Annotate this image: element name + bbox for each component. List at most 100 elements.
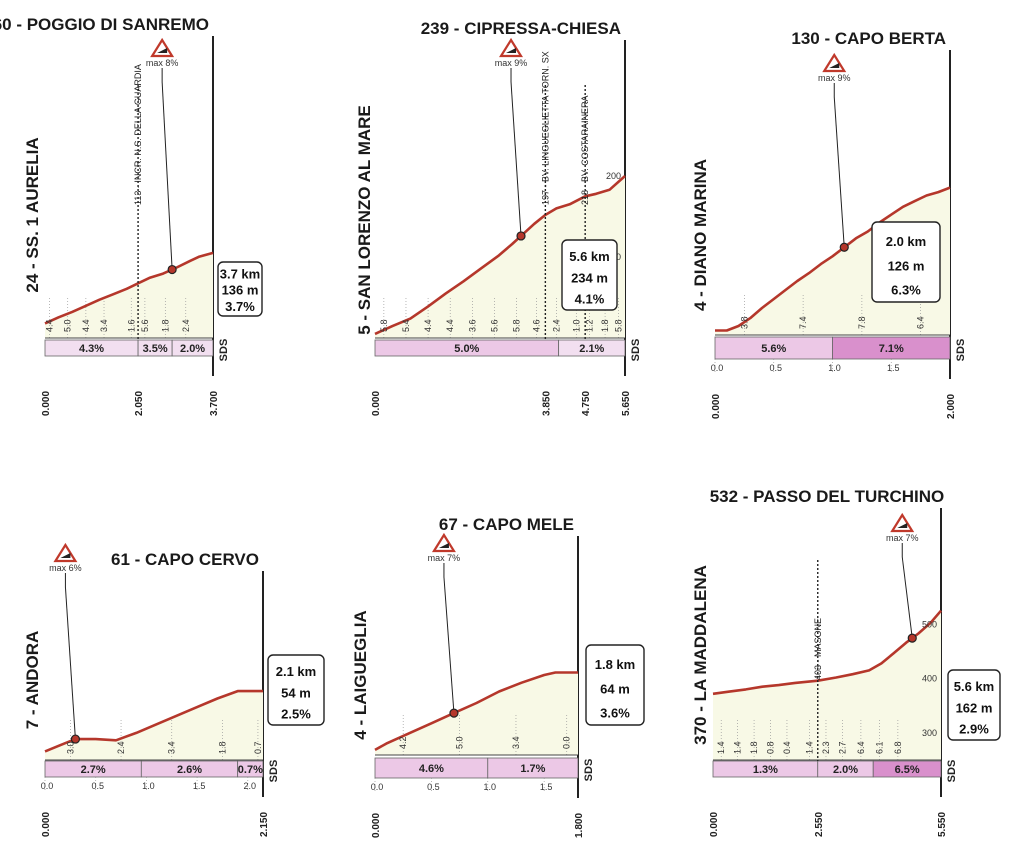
sds-logo: SDS <box>630 339 642 362</box>
info-elevation: 162 m <box>956 700 993 715</box>
elevation-label: 500 <box>922 619 937 629</box>
gradient-label: 4.2 <box>398 736 408 749</box>
chart-title: 130 - CAPO BERTA <box>791 29 946 48</box>
climb-chart-6: 532 - PASSO DEL TURCHINO 500 400 300 1.4 1.4 1… <box>691 487 1001 837</box>
subtick-label: 1.0 <box>142 781 155 791</box>
gradient-label: 6.4 <box>856 741 866 754</box>
elevation-label: 200 <box>606 171 621 181</box>
start-label: 7 - ANDORA <box>23 631 42 730</box>
subtick-label: 1.5 <box>540 782 553 792</box>
info-length: 2.1 km <box>276 664 316 679</box>
gradient-label: 5.0 <box>63 319 73 332</box>
climb-chart-5: 67 - CAPO MELE 4.2 5.0 3.4 0.0 4.6% 1.7% 0.0 0.5… <box>351 515 645 838</box>
gradient-label: 5.6 <box>489 319 499 332</box>
subtick-label: 0.5 <box>91 781 104 791</box>
sds-logo: SDS <box>268 760 280 783</box>
start-label: 4 - DIANO MARINA <box>691 159 710 311</box>
max-gradient-label: max 8% <box>146 58 179 68</box>
warning-triangle-icon <box>53 542 78 563</box>
segment-label: 2.7% <box>81 764 106 776</box>
gradient-label: 6.1 <box>874 741 884 754</box>
km-tick-label: 3.700 <box>209 391 220 416</box>
gradient-label: 5.8 <box>512 319 522 332</box>
segment-label: 6.5% <box>895 764 920 776</box>
gradient-label: 2.7 <box>837 741 847 754</box>
gradient-label: 0.4 <box>782 741 792 754</box>
start-label: 370 - LA MADDALENA <box>691 565 710 745</box>
info-elevation: 234 m <box>571 270 608 285</box>
km-tick-label: 3.850 <box>541 391 552 416</box>
subtick-label: 1.5 <box>193 781 206 791</box>
gradient-label: 1.4 <box>716 741 726 754</box>
max-leader <box>64 586 76 740</box>
gradient-label: 1.8 <box>217 741 227 754</box>
annotation-label: 218 - BV. COSTARAINERA <box>580 95 590 205</box>
km-tick-label: 1.800 <box>574 813 585 838</box>
subtick-label: 0.0 <box>371 782 384 792</box>
start-label: 5 - SAN LORENZO AL MARE <box>355 105 374 335</box>
max-leader <box>161 81 173 270</box>
chart-title: 61 - CAPO CERVO <box>111 550 259 569</box>
segment-label: 4.6% <box>419 763 444 775</box>
subtick-label: 0.5 <box>427 782 440 792</box>
gradient-label: 3.4 <box>167 741 177 754</box>
gradient-label: 3.8 <box>739 316 749 329</box>
gradient-label: 4.4 <box>45 319 55 332</box>
gradient-label: 5.8 <box>613 319 623 332</box>
max-point-dot <box>70 734 81 744</box>
gradient-label: 5.0 <box>455 736 465 749</box>
slope-icon <box>60 553 71 558</box>
km-tick-label: 2.050 <box>134 391 145 416</box>
info-gradient: 3.6% <box>600 706 630 721</box>
gradient-label: 4.4 <box>445 319 455 332</box>
gradient-label: 4.6 <box>532 319 542 332</box>
gradient-label: 3.4 <box>511 736 521 749</box>
km-tick-label: 4.750 <box>581 391 592 416</box>
gradient-label: 1.8 <box>749 741 759 754</box>
info-elevation: 54 m <box>281 685 311 700</box>
gradient-label: 0.8 <box>766 741 776 754</box>
segment-label: 0.7% <box>238 764 263 776</box>
info-box <box>871 221 941 303</box>
segment-bar <box>872 760 942 778</box>
profile-line <box>715 186 951 332</box>
info-box <box>561 239 618 311</box>
slope-icon <box>157 48 168 53</box>
gradient-label: 3.4 <box>99 319 109 332</box>
elevation-label: 400 <box>922 674 937 684</box>
gradient-label: 1.4 <box>805 741 815 754</box>
info-box <box>217 261 263 317</box>
subtick-label: 0.0 <box>711 363 724 373</box>
climb-chart-2: 239 - CIPRESSA-CHIESA2001005.85.44.44.43… <box>355 19 642 416</box>
info-box <box>585 644 645 726</box>
info-elevation: 136 m <box>222 283 259 298</box>
annotation-label: 403 - MASONE <box>813 618 823 680</box>
max-gradient-label: max 9% <box>818 73 851 83</box>
profile-line <box>374 671 578 752</box>
gradient-label: 3.6 <box>467 319 477 332</box>
segment-label: 1.3% <box>753 764 778 776</box>
gradient-label: 1.4 <box>733 741 743 754</box>
gradient-label: 3.0 <box>65 741 75 754</box>
info-length: 5.6 km <box>954 679 994 694</box>
gradient-label: 7.8 <box>857 316 867 329</box>
max-gradient-label: max 7% <box>886 533 919 543</box>
annotation-label: 197 - BV. LINGUEGLIETTA TORN. SX <box>540 51 550 205</box>
segment-label: 1.7% <box>520 763 545 775</box>
km-tick-label: 2.150 <box>259 812 270 837</box>
km-tick-label: 5.550 <box>937 812 948 837</box>
subtick-label: 2.0 <box>244 781 257 791</box>
km-tick-label: 0.000 <box>371 813 382 838</box>
info-elevation: 126 m <box>888 258 925 273</box>
max-leader <box>833 96 845 248</box>
profile-area <box>713 610 941 760</box>
info-length: 2.0 km <box>886 234 926 249</box>
subtick-label: 0.5 <box>769 363 782 373</box>
start-label: 24 - SS. 1 AURELIA <box>23 137 42 292</box>
profile-line <box>44 251 214 325</box>
max-gradient-label: max 6% <box>49 563 82 573</box>
gradient-label: 0.7 <box>253 741 263 754</box>
km-tick-label: 2.550 <box>814 812 825 837</box>
segment-bar <box>237 760 264 778</box>
